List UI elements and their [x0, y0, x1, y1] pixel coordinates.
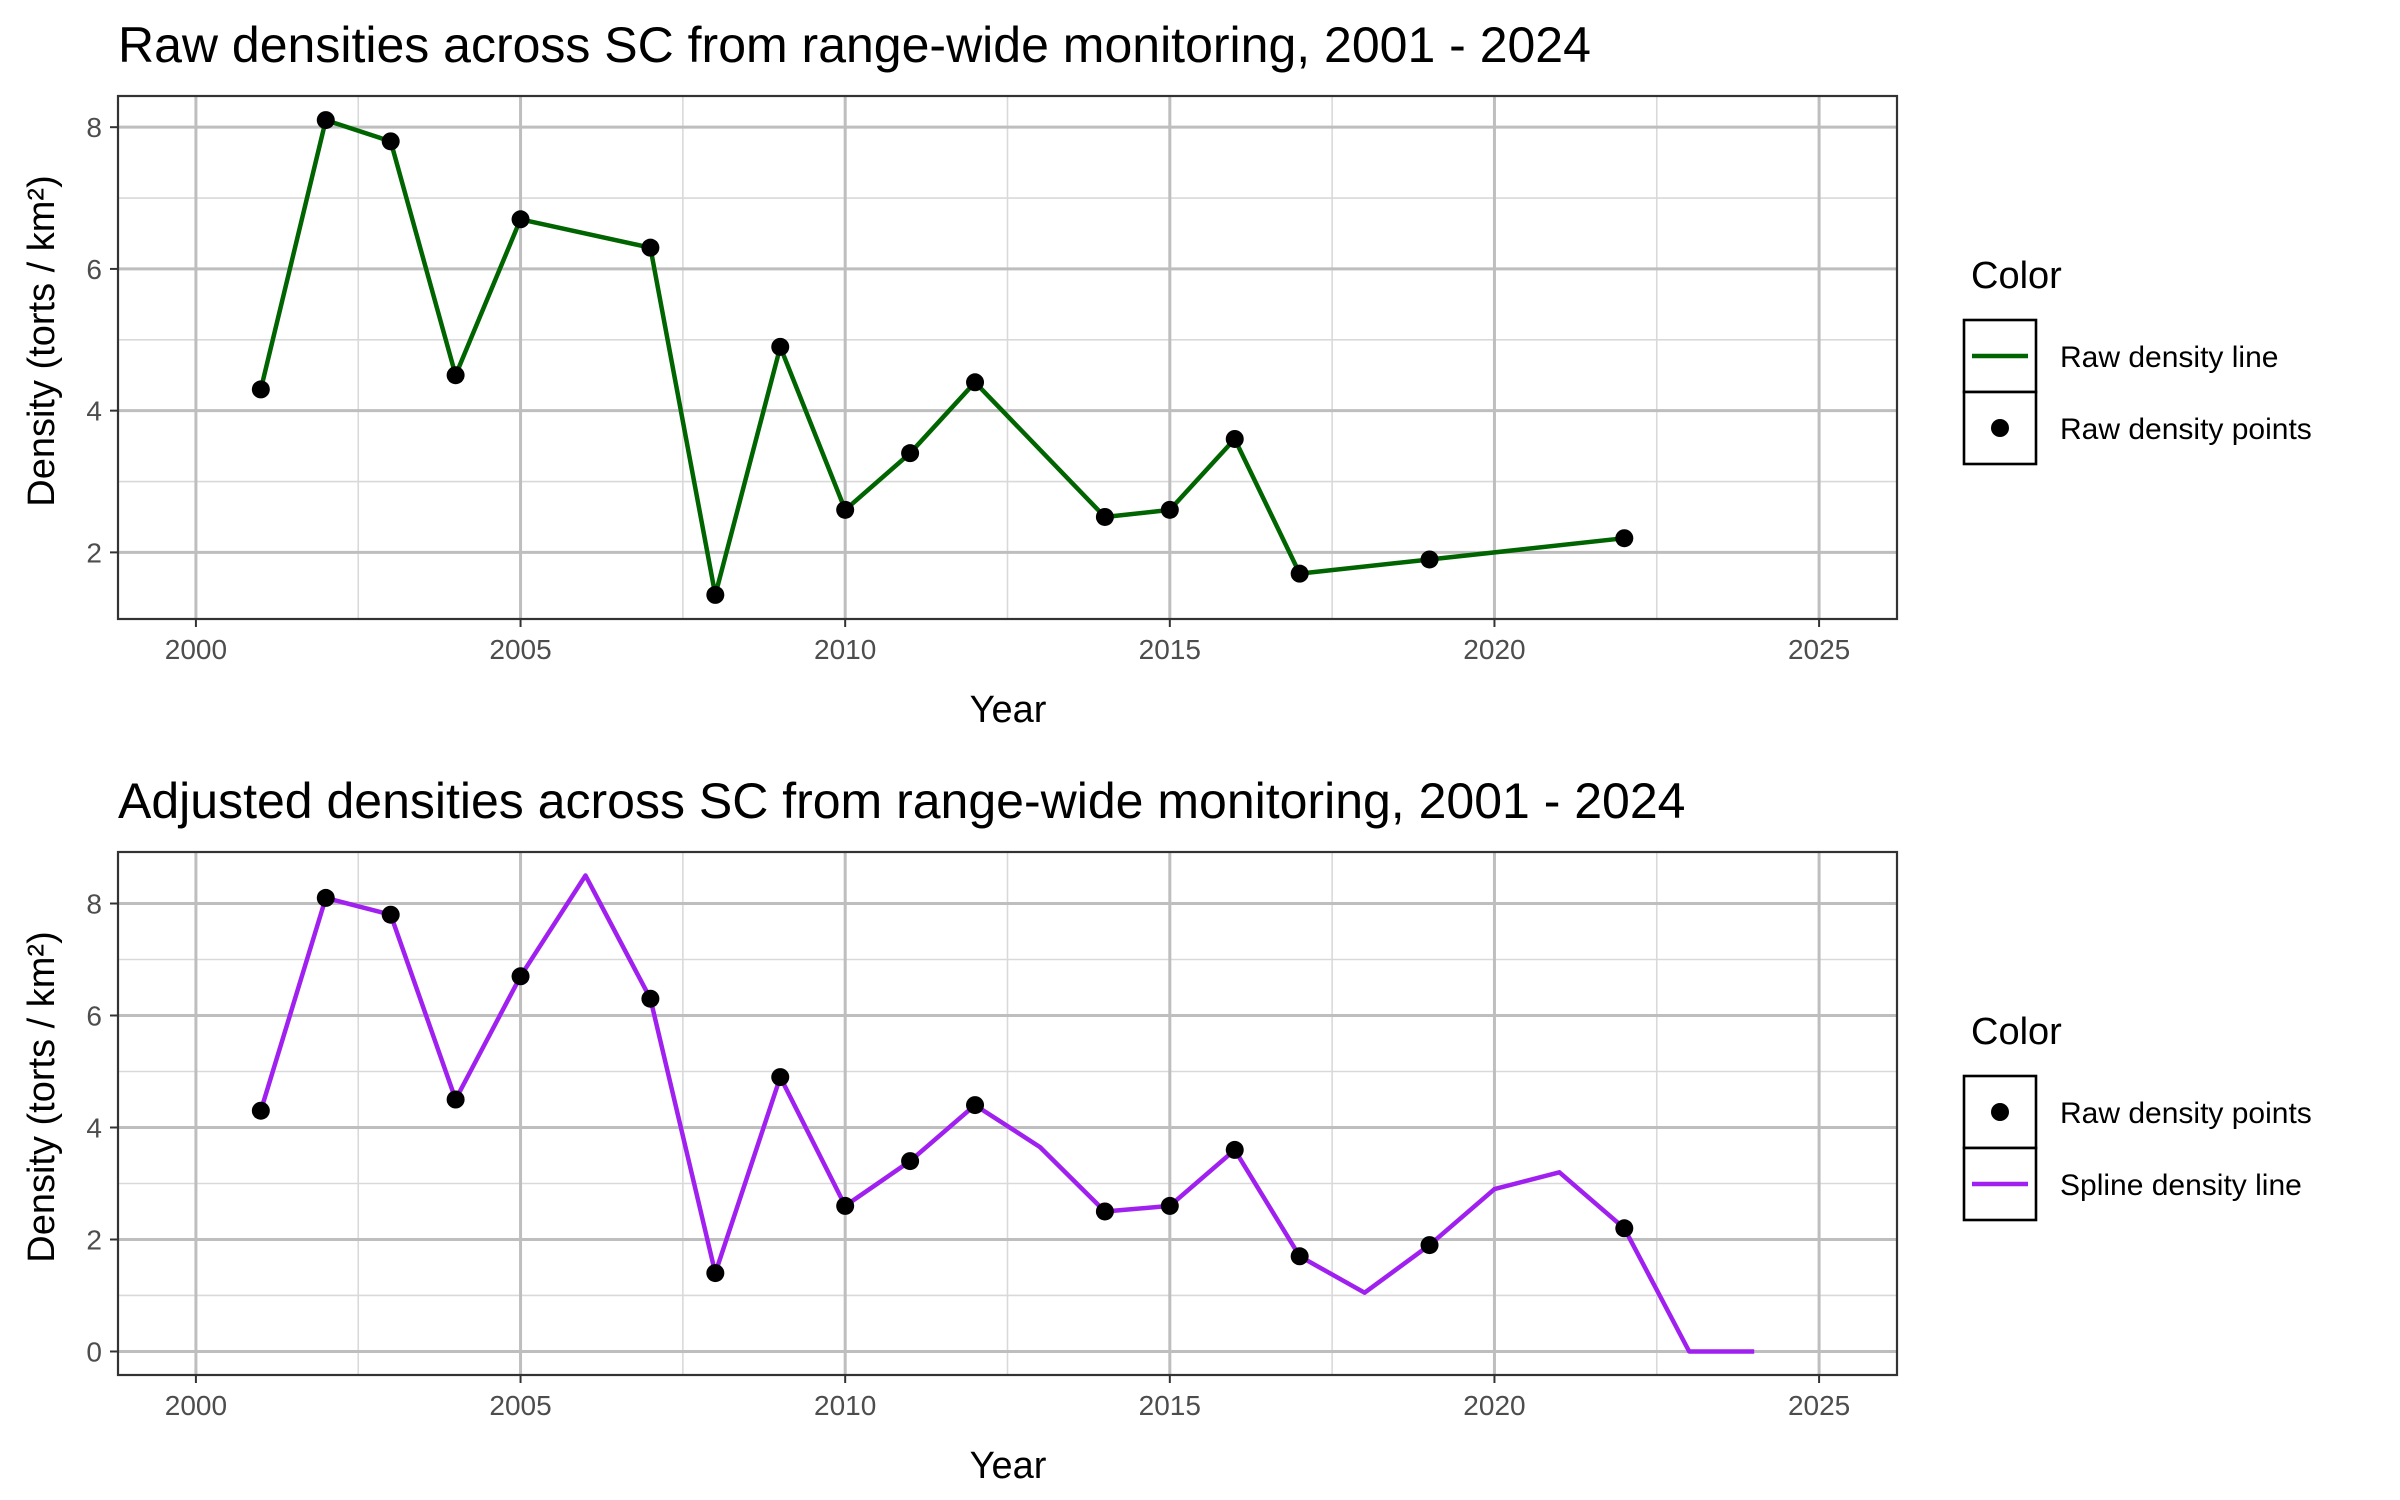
data-point [381, 905, 400, 924]
y-tick-label: 8 [86, 112, 102, 143]
data-point [966, 373, 985, 392]
data-point [1095, 507, 1114, 526]
x-axis-title: Year [970, 1445, 1047, 1487]
data-point [1160, 1196, 1179, 1215]
data-point [1290, 1247, 1309, 1266]
plot-area: 2000 2005 2010 2015 2020 2025 0 2 4 6 8 [86, 850, 1899, 1421]
x-tick-label: 2010 [814, 634, 876, 665]
x-tick-label: 2010 [814, 1390, 876, 1421]
legend: Color Raw density points Spline density l… [1962, 1011, 2312, 1222]
x-tick-label: 2025 [1788, 634, 1850, 665]
data-point [1290, 564, 1309, 583]
series-line [258, 873, 1755, 1354]
data-point [316, 888, 335, 907]
y-tick-label: 2 [86, 537, 102, 568]
data-point [1095, 1202, 1114, 1221]
data-point [511, 210, 530, 229]
x-tick-label: 2015 [1139, 634, 1201, 665]
x-tick-label: 2020 [1463, 634, 1525, 665]
data-point [771, 337, 790, 356]
y-tick-label: 2 [86, 1224, 102, 1255]
data-point [1420, 1236, 1439, 1255]
y-tick-label: 4 [86, 1112, 102, 1143]
data-point [966, 1096, 985, 1115]
y-axis-title: Density (torts / km²) [21, 175, 63, 506]
y-tick-label: 6 [86, 1001, 102, 1032]
data-point [641, 989, 660, 1008]
legend: Color Raw density line Raw density points [1962, 255, 2312, 466]
y-tick-label: 4 [86, 396, 102, 427]
legend-item: Spline density line [1962, 1146, 2302, 1222]
data-point [251, 1101, 270, 1120]
legend-title: Color [1971, 1011, 2062, 1053]
x-axis-title: Year [970, 689, 1047, 731]
y-tick-label: 8 [86, 889, 102, 920]
data-point [901, 444, 920, 463]
plot-border [116, 94, 1899, 621]
data-point [1615, 1219, 1634, 1238]
x-tick-label: 2005 [489, 1390, 551, 1421]
legend-label: Raw density line [2060, 341, 2278, 374]
data-point [316, 111, 335, 130]
legend-point-swatch [1991, 1103, 2009, 1121]
data-point [511, 967, 530, 986]
chart-title: Raw densities across SC from range-wide … [118, 17, 1591, 73]
legend-label: Spline density line [2060, 1169, 2302, 1202]
x-tick-label: 2020 [1463, 1390, 1525, 1421]
legend-item: Raw density points [1962, 390, 2312, 466]
data-point [1420, 550, 1439, 569]
data-point [901, 1152, 920, 1171]
plot-border [116, 850, 1899, 1377]
legend-title: Color [1971, 255, 2062, 297]
x-tick-label: 2005 [489, 634, 551, 665]
x-tick-label: 2000 [165, 634, 227, 665]
legend-label: Raw density points [2060, 1097, 2312, 1130]
data-point [251, 380, 270, 399]
x-tick-label: 2015 [1139, 1390, 1201, 1421]
data-point [381, 132, 400, 151]
data-point [1160, 500, 1179, 519]
data-point [706, 585, 725, 604]
legend-item: Raw density line [1962, 318, 2278, 394]
data-point [446, 1090, 465, 1109]
raw-density-chart: Raw densities across SC from range-wide … [21, 17, 2312, 731]
x-tick-label: 2000 [165, 1390, 227, 1421]
data-point [1615, 529, 1634, 548]
data-point [836, 500, 855, 519]
legend-label: Raw density points [2060, 413, 2312, 446]
chart-title: Adjusted densities across SC from range-… [118, 773, 1685, 829]
adjusted-density-chart: Adjusted densities across SC from range-… [21, 773, 2312, 1487]
legend-item: Raw density points [1962, 1074, 2312, 1150]
data-point [1225, 1140, 1244, 1159]
data-point [1225, 429, 1244, 448]
data-point [706, 1264, 725, 1283]
plot-area: 2000 2005 2010 2015 2020 2025 2 4 6 8 [86, 94, 1899, 665]
y-tick-label: 0 [86, 1336, 102, 1367]
y-axis-title: Density (torts / km²) [21, 931, 63, 1262]
legend-point-swatch [1991, 419, 2009, 437]
data-point [641, 238, 660, 257]
data-point [446, 366, 465, 385]
y-tick-label: 6 [86, 254, 102, 285]
data-point [771, 1068, 790, 1087]
data-point [836, 1196, 855, 1215]
x-tick-label: 2025 [1788, 1390, 1850, 1421]
